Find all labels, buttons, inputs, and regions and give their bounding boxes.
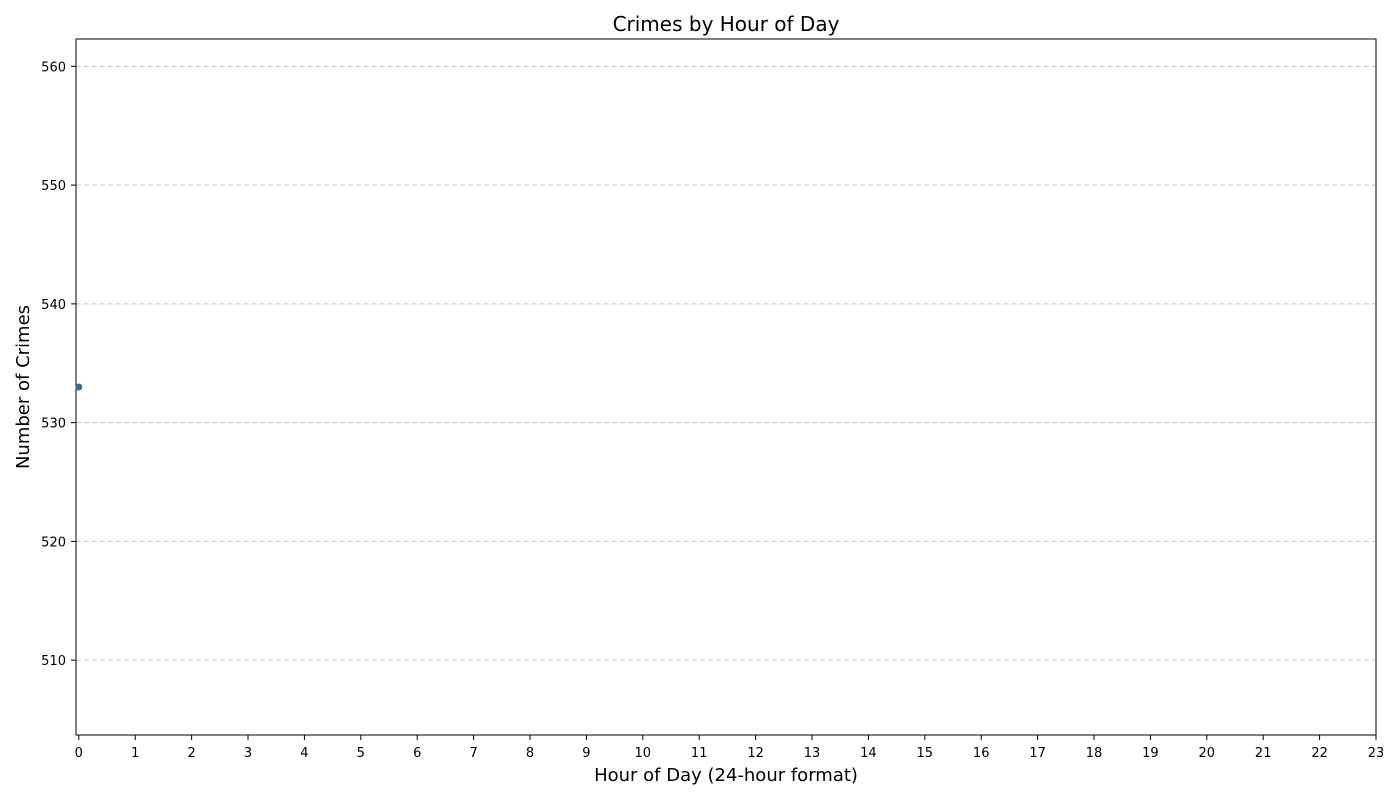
x-axis: 0 1 2 3 4 5 6 7 8 9 10 11 12 13 14 15 16 17 18 19 20 21 22 23 (75, 735, 1385, 761)
x-tick-label-16: 16 (973, 746, 990, 761)
y-tick-label-560: 560 (41, 60, 66, 75)
plot-frame (75, 38, 1377, 736)
x-tick-label-0: 0 (75, 746, 83, 761)
x-tick-label-13: 13 (804, 746, 821, 761)
y-tick-label-520: 520 (41, 535, 66, 550)
x-tick-label-17: 17 (1029, 746, 1046, 761)
x-axis-label: Hour of Day (24-hour format) (594, 765, 858, 786)
x-tick-label-18: 18 (1086, 746, 1103, 761)
x-tick-label-9: 9 (582, 746, 590, 761)
data-point-0 (75, 383, 83, 391)
y-tick-label-540: 540 (41, 298, 66, 313)
y-tick-label-510: 510 (41, 654, 66, 669)
x-tick-label-6: 6 (413, 746, 421, 761)
x-tick-label-1: 1 (131, 746, 139, 761)
y-axis-label: Number of Crimes (13, 305, 34, 469)
x-tick-label-21: 21 (1255, 746, 1272, 761)
x-tick-label-7: 7 (469, 746, 477, 761)
x-tick-label-22: 22 (1311, 746, 1328, 761)
y-tick-label-550: 550 (41, 179, 66, 194)
x-tick-label-19: 19 (1142, 746, 1159, 761)
x-tick-label-14: 14 (860, 746, 877, 761)
x-tick-label-20: 20 (1199, 746, 1216, 761)
x-tick-label-11: 11 (691, 746, 708, 761)
x-tick-label-8: 8 (526, 746, 534, 761)
data-points (75, 383, 83, 391)
x-tick-label-15: 15 (917, 746, 934, 761)
x-tick-label-23: 23 (1368, 746, 1385, 761)
x-tick-label-2: 2 (187, 746, 195, 761)
x-tick-label-10: 10 (635, 746, 652, 761)
chart-title: Crimes by Hour of Day (613, 12, 840, 36)
x-tick-label-5: 5 (357, 746, 365, 761)
grid-lines (76, 65, 1376, 661)
y-axis: 510 520 530 540 550 560 (41, 60, 76, 669)
y-tick-label-530: 530 (41, 417, 66, 432)
x-tick-label-12: 12 (747, 746, 764, 761)
x-tick-label-4: 4 (300, 746, 308, 761)
x-tick-label-3: 3 (244, 746, 252, 761)
